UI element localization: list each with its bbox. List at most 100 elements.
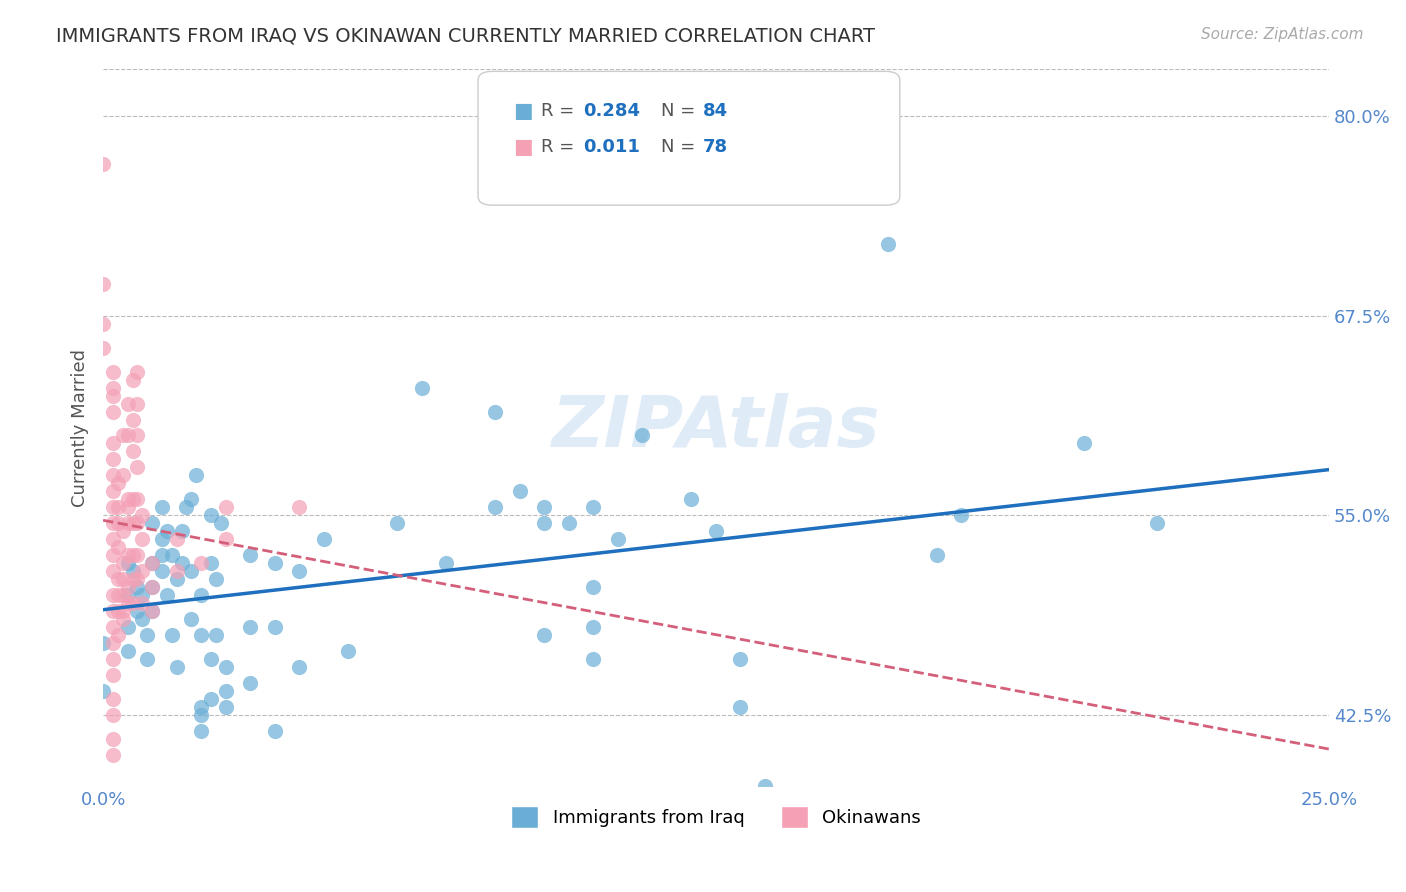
Okinawans: [121, 572, 143, 586]
Okinawans: [101, 731, 124, 746]
Okinawans: [117, 580, 139, 594]
Immigrants from Iraq: [131, 588, 153, 602]
Immigrants from Iraq: [484, 404, 506, 418]
Immigrants from Iraq: [239, 620, 262, 634]
Okinawans: [117, 492, 139, 507]
Okinawans: [215, 532, 238, 546]
Immigrants from Iraq: [631, 428, 654, 442]
Okinawans: [101, 652, 124, 666]
Immigrants from Iraq: [606, 532, 628, 546]
Okinawans: [141, 556, 163, 570]
Okinawans: [101, 500, 124, 515]
Okinawans: [127, 396, 149, 410]
Okinawans: [107, 628, 129, 642]
Okinawans: [131, 532, 153, 546]
Okinawans: [107, 572, 129, 586]
Immigrants from Iraq: [533, 516, 555, 531]
Immigrants from Iraq: [200, 556, 222, 570]
Okinawans: [101, 620, 124, 634]
Okinawans: [107, 588, 129, 602]
Okinawans: [101, 388, 124, 402]
Immigrants from Iraq: [925, 548, 948, 562]
Okinawans: [101, 564, 124, 578]
Okinawans: [117, 596, 139, 610]
Okinawans: [111, 588, 134, 602]
Immigrants from Iraq: [170, 556, 193, 570]
Okinawans: [91, 317, 114, 331]
Okinawans: [121, 516, 143, 531]
Immigrants from Iraq: [141, 556, 163, 570]
Immigrants from Iraq: [180, 612, 202, 626]
Okinawans: [166, 564, 188, 578]
Okinawans: [166, 532, 188, 546]
Immigrants from Iraq: [150, 548, 173, 562]
Okinawans: [117, 428, 139, 442]
Immigrants from Iraq: [239, 675, 262, 690]
Immigrants from Iraq: [127, 604, 149, 618]
Immigrants from Iraq: [121, 564, 143, 578]
Okinawans: [127, 460, 149, 475]
Okinawans: [101, 604, 124, 618]
Okinawans: [127, 516, 149, 531]
Okinawans: [107, 500, 129, 515]
Okinawans: [101, 667, 124, 681]
Immigrants from Iraq: [131, 612, 153, 626]
Immigrants from Iraq: [170, 524, 193, 539]
Okinawans: [131, 596, 153, 610]
Okinawans: [111, 428, 134, 442]
Immigrants from Iraq: [337, 644, 360, 658]
Immigrants from Iraq: [150, 500, 173, 515]
Immigrants from Iraq: [263, 620, 285, 634]
Immigrants from Iraq: [160, 548, 183, 562]
Okinawans: [127, 365, 149, 379]
Okinawans: [121, 596, 143, 610]
Okinawans: [190, 556, 212, 570]
Okinawans: [101, 636, 124, 650]
Okinawans: [101, 436, 124, 450]
Immigrants from Iraq: [582, 620, 605, 634]
Okinawans: [127, 428, 149, 442]
Okinawans: [101, 548, 124, 562]
Text: 0.011: 0.011: [583, 138, 640, 156]
Immigrants from Iraq: [150, 532, 173, 546]
Okinawans: [121, 548, 143, 562]
Immigrants from Iraq: [730, 699, 752, 714]
Immigrants from Iraq: [1146, 516, 1168, 531]
Okinawans: [121, 412, 143, 426]
Okinawans: [121, 373, 143, 387]
Immigrants from Iraq: [484, 500, 506, 515]
Immigrants from Iraq: [205, 628, 228, 642]
Immigrants from Iraq: [200, 691, 222, 706]
Okinawans: [101, 588, 124, 602]
Text: IMMIGRANTS FROM IRAQ VS OKINAWAN CURRENTLY MARRIED CORRELATION CHART: IMMIGRANTS FROM IRAQ VS OKINAWAN CURRENT…: [56, 27, 876, 45]
Immigrants from Iraq: [190, 588, 212, 602]
Okinawans: [127, 548, 149, 562]
Text: 0.284: 0.284: [583, 103, 641, 120]
Immigrants from Iraq: [387, 516, 409, 531]
Text: ■: ■: [513, 102, 533, 121]
Okinawans: [101, 468, 124, 483]
Text: Source: ZipAtlas.com: Source: ZipAtlas.com: [1201, 27, 1364, 42]
Text: ZIPAtlas: ZIPAtlas: [551, 393, 880, 462]
Immigrants from Iraq: [582, 652, 605, 666]
Okinawans: [111, 468, 134, 483]
Immigrants from Iraq: [141, 580, 163, 594]
Okinawans: [288, 500, 311, 515]
Immigrants from Iraq: [156, 588, 179, 602]
Immigrants from Iraq: [1073, 436, 1095, 450]
Text: N =: N =: [661, 138, 700, 156]
Legend: Immigrants from Iraq, Okinawans: Immigrants from Iraq, Okinawans: [503, 798, 928, 835]
Immigrants from Iraq: [754, 780, 776, 794]
Immigrants from Iraq: [533, 628, 555, 642]
Y-axis label: Currently Married: Currently Married: [72, 349, 89, 507]
Okinawans: [91, 341, 114, 355]
Okinawans: [101, 691, 124, 706]
Immigrants from Iraq: [91, 683, 114, 698]
Immigrants from Iraq: [180, 492, 202, 507]
Immigrants from Iraq: [704, 524, 727, 539]
Okinawans: [131, 564, 153, 578]
Okinawans: [141, 604, 163, 618]
Immigrants from Iraq: [288, 660, 311, 674]
Immigrants from Iraq: [141, 604, 163, 618]
Okinawans: [117, 396, 139, 410]
